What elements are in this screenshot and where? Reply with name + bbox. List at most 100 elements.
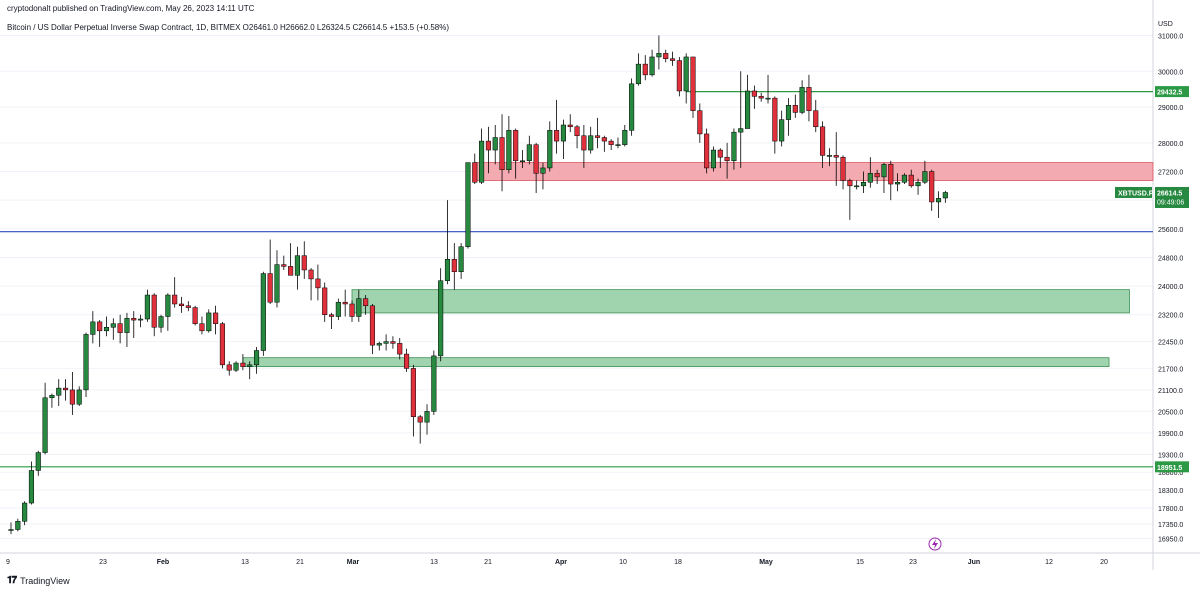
candle-down <box>513 130 519 162</box>
candle-up <box>860 182 867 187</box>
y-tick-label: 18800.0 <box>1158 470 1183 477</box>
candle-down <box>724 156 730 162</box>
y-tick-label: 30000.0 <box>1158 69 1183 76</box>
candle-up <box>881 164 887 178</box>
candle-up <box>765 97 771 100</box>
candle-down <box>717 149 723 158</box>
x-tick-label: 23 <box>909 559 917 566</box>
candle-down <box>131 318 137 321</box>
candle-up <box>854 185 860 188</box>
zone-supply <box>474 162 1154 181</box>
tradingview-logo[interactable]: 𝟏𝟕 TradingView <box>7 575 70 586</box>
candle-down <box>397 343 403 355</box>
level-price-tag <box>1155 461 1189 473</box>
y-tick-label: 21700.0 <box>1158 366 1183 373</box>
candle-up <box>28 470 35 504</box>
candle-down <box>410 368 416 418</box>
x-tick-label: Feb <box>157 559 169 566</box>
candle-down <box>288 266 294 276</box>
candle-up <box>8 529 14 531</box>
candle-down <box>301 255 307 271</box>
candle-down <box>192 307 198 324</box>
candle-up <box>588 135 594 151</box>
symbol-tag <box>1115 186 1152 198</box>
y-tick-label: 24000.0 <box>1158 284 1183 291</box>
candle-down <box>581 135 587 151</box>
candle-up <box>458 246 464 273</box>
candle-down <box>240 362 246 367</box>
candle-up <box>165 294 171 317</box>
current-price-tag <box>1155 186 1189 208</box>
x-tick-label: Jun <box>968 559 980 566</box>
candle-up <box>260 273 266 351</box>
candle-down <box>533 144 539 174</box>
countdown-text: 09:49:06 <box>1157 199 1184 206</box>
candle-up <box>915 182 921 187</box>
candle-down <box>908 174 914 187</box>
candle-down <box>178 303 185 307</box>
candle-down <box>642 63 648 76</box>
candle-down <box>63 387 69 391</box>
candle-up <box>738 128 744 133</box>
y-tick-label: 17350.0 <box>1158 522 1183 529</box>
publisher-line: cryptodonalt published on TradingView.co… <box>7 4 255 13</box>
candle-up <box>656 53 662 58</box>
x-tick-label: 18 <box>674 559 682 566</box>
candle-up <box>76 389 82 405</box>
current-price-text: 26614.5 <box>1157 190 1182 197</box>
x-tick-label: 10 <box>619 559 627 566</box>
candle-down <box>813 110 819 128</box>
candle-up <box>560 124 566 142</box>
candle-up <box>710 149 717 169</box>
candle-up <box>479 140 485 183</box>
candle-down <box>363 298 369 307</box>
tradingview-logo-icon: 𝟏𝟕 <box>7 575 17 586</box>
candle-up <box>49 395 55 399</box>
candle-up <box>294 255 300 276</box>
y-tick-label: 16950.0 <box>1158 536 1183 543</box>
zone-demand <box>242 357 1110 368</box>
candle-down <box>669 58 676 61</box>
candle-up <box>376 343 382 346</box>
candle-down <box>369 305 376 346</box>
candle-up <box>935 198 942 203</box>
candle-up <box>540 167 546 174</box>
candle-up <box>247 364 253 367</box>
candle-down <box>315 278 321 289</box>
candle-up <box>785 105 792 120</box>
x-tick-label: Mar <box>347 559 360 566</box>
candle-down <box>929 171 935 203</box>
candle-down <box>199 323 205 332</box>
candle-down <box>567 124 573 128</box>
x-tick-label: Apr <box>555 559 567 566</box>
y-tick-label: 31000.0 <box>1158 33 1183 40</box>
level-price-tag-text: 18951.5 <box>1157 465 1182 472</box>
candle-up <box>233 362 239 371</box>
candle-down <box>226 364 232 371</box>
candle-up <box>15 521 21 530</box>
candle-down <box>117 323 123 333</box>
y-tick-label: 22450.0 <box>1158 340 1183 347</box>
y-tick-label: 20500.0 <box>1158 409 1183 416</box>
y-tick-label: 25600.0 <box>1158 227 1183 234</box>
candle-down <box>840 156 846 181</box>
candle-down <box>308 269 314 280</box>
candle-up <box>90 321 96 335</box>
candle-down <box>281 264 287 267</box>
candle-up <box>42 397 48 453</box>
x-tick-label: May <box>759 559 773 566</box>
x-tick-label: 21 <box>296 559 304 566</box>
candle-up <box>683 56 689 92</box>
candle-down <box>676 60 682 92</box>
candle-down <box>342 301 348 305</box>
candle-down <box>485 140 491 151</box>
candle-down <box>874 173 880 178</box>
x-tick-label: 12 <box>1045 559 1053 566</box>
candle-up <box>922 171 928 183</box>
candle-down <box>833 155 839 158</box>
candle-up <box>335 301 341 317</box>
candle-up <box>124 318 130 333</box>
candle-up <box>424 411 430 423</box>
candle-up <box>383 341 389 344</box>
